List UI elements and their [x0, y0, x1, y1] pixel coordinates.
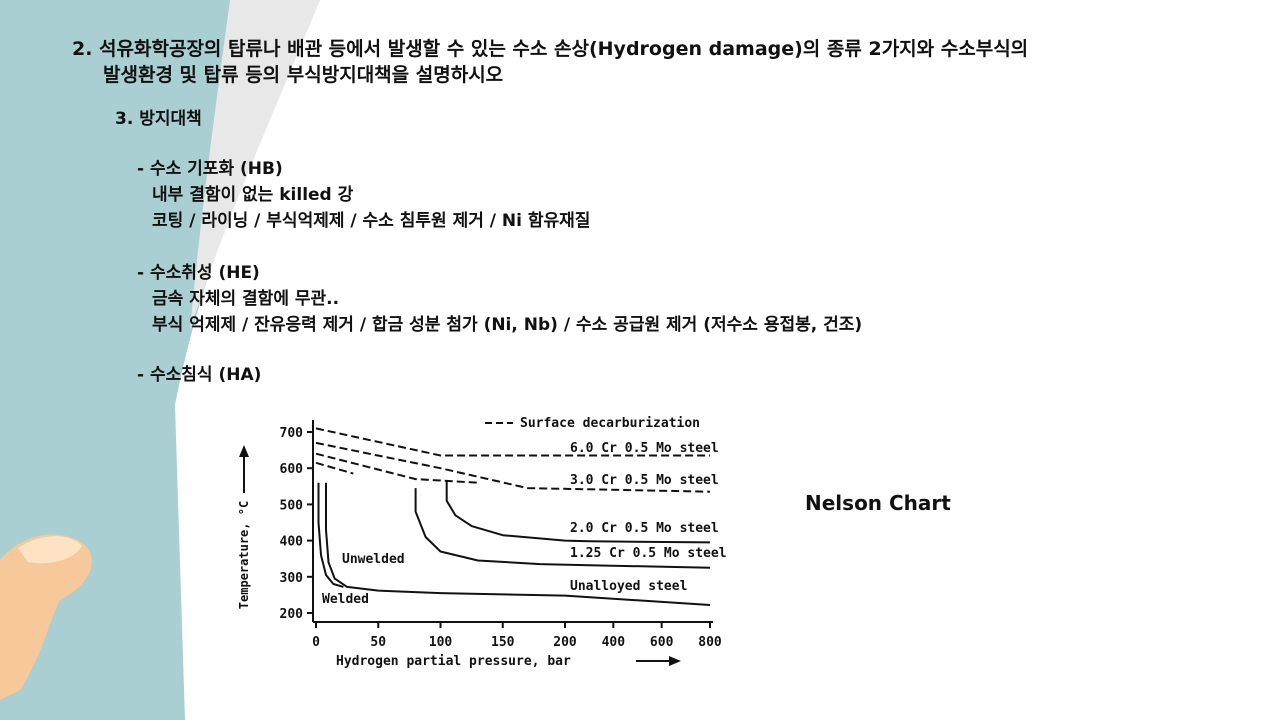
- y-tick-label: 500: [280, 498, 304, 513]
- y-tick-label: 400: [280, 535, 304, 550]
- annotation-unwelded: Unwelded: [342, 552, 405, 567]
- series-label-0: 6.0 Cr 0.5 Mo steel: [570, 441, 719, 456]
- series-line-7: [317, 482, 344, 588]
- series-line-5: [414, 488, 711, 569]
- slide-title-line-2: 발생환경 및 탑류 등의 부식방지대책을 설명하시오: [103, 64, 504, 86]
- series-label-1: 3.0 Cr 0.5 Mo steel: [570, 473, 719, 488]
- nelson-chart-caption: Nelson Chart: [805, 491, 951, 515]
- nelson-chart: 200 300 400 500 600 700 0 50 100 150 200 400 600 800 T…: [218, 405, 740, 682]
- x-axis-label: Hydrogen partial pressure, bar: [336, 654, 571, 669]
- y-tick-label: 600: [280, 462, 304, 477]
- y-axis-label: Temperature, °C: [237, 501, 251, 609]
- y-tick-label: 700: [280, 426, 304, 441]
- item-hydrogen-blistering-heading: - 수소 기포화 (HB): [137, 159, 283, 179]
- curl-highlight: [190, 0, 320, 330]
- series-label-4: 2.0 Cr 0.5 Mo steel: [570, 521, 719, 536]
- x-axis-arrowhead: [669, 656, 681, 666]
- item-he-line-1: 금속 자체의 결함에 무관..: [152, 289, 340, 309]
- item-he-line-2: 부식 억제제 / 잔유응력 제거 / 합금 성분 첨가 (Ni, Nb) / 수…: [152, 315, 863, 335]
- series-line-4: [445, 480, 711, 544]
- x-tick-label: 400: [602, 635, 626, 650]
- item-hydrogen-embrittlement-heading: - 수소취성 (HE): [137, 263, 260, 283]
- item-hb-line-2: 코팅 / 라이닝 / 부식억제제 / 수소 침투원 제거 / Ni 함유재질: [152, 211, 591, 231]
- x-tick-label: 800: [698, 635, 722, 650]
- legend-surface-decarburization: Surface decarburization: [520, 416, 700, 431]
- item-hb-line-1: 내부 결함이 없는 killed 강: [152, 185, 354, 205]
- x-tick-label: 150: [491, 635, 515, 650]
- y-tick-label: 200: [280, 607, 304, 622]
- annotation-welded: Welded: [322, 592, 369, 607]
- y-tick-label: 300: [280, 571, 304, 586]
- x-tick-label: 600: [650, 635, 674, 650]
- thumb-nail: [18, 536, 82, 564]
- x-tick-label: 200: [553, 635, 577, 650]
- series-line-0: [315, 427, 710, 457]
- nelson-chart-svg: 200 300 400 500 600 700 0 50 100 150 200 400 600 800 T…: [237, 416, 727, 669]
- series-line-1: [315, 441, 711, 493]
- section-heading: 3. 방지대책: [115, 109, 202, 129]
- series-line-6: [325, 482, 711, 606]
- item-hydrogen-attack-heading: - 수소침식 (HA): [137, 365, 262, 385]
- series-line-2: [315, 452, 478, 484]
- series-label-6: Unalloyed steel: [570, 579, 687, 594]
- x-tick-label: 50: [370, 635, 386, 650]
- slide-title-line-1: 2. 석유화학공장의 탑류나 배관 등에서 발생할 수 있는 수소 손상(Hyd…: [72, 38, 1029, 60]
- x-tick-label: 0: [312, 635, 320, 650]
- hand-thumb-icon: [0, 534, 92, 700]
- x-tick-label: 100: [429, 635, 453, 650]
- series-label-5: 1.25 Cr 0.5 Mo steel: [570, 546, 727, 561]
- series-line-3: [315, 461, 354, 475]
- y-axis-arrowhead: [239, 445, 249, 457]
